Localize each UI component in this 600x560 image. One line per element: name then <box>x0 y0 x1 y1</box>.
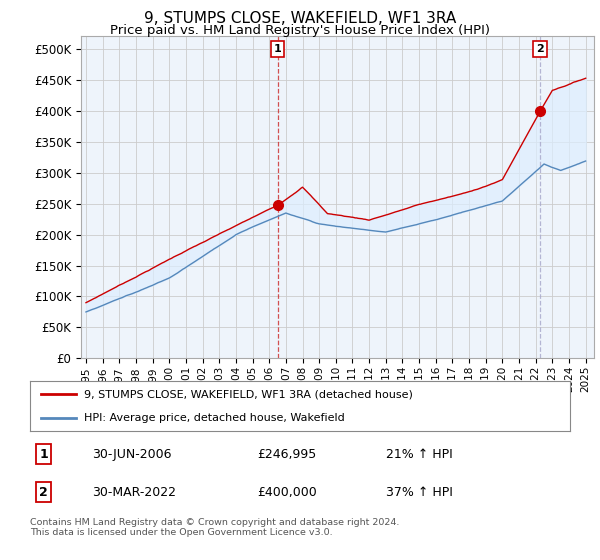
Text: 21% ↑ HPI: 21% ↑ HPI <box>386 447 453 461</box>
Text: HPI: Average price, detached house, Wakefield: HPI: Average price, detached house, Wake… <box>84 413 345 423</box>
Text: 30-MAR-2022: 30-MAR-2022 <box>92 486 176 499</box>
Text: 1: 1 <box>39 447 48 461</box>
Text: £246,995: £246,995 <box>257 447 316 461</box>
Text: Price paid vs. HM Land Registry's House Price Index (HPI): Price paid vs. HM Land Registry's House … <box>110 24 490 37</box>
Text: 9, STUMPS CLOSE, WAKEFIELD, WF1 3RA (detached house): 9, STUMPS CLOSE, WAKEFIELD, WF1 3RA (det… <box>84 389 413 399</box>
Text: £400,000: £400,000 <box>257 486 317 499</box>
Text: 37% ↑ HPI: 37% ↑ HPI <box>386 486 453 499</box>
Text: 2: 2 <box>536 44 544 54</box>
Text: 2: 2 <box>39 486 48 499</box>
Text: 1: 1 <box>274 44 281 54</box>
Text: 9, STUMPS CLOSE, WAKEFIELD, WF1 3RA: 9, STUMPS CLOSE, WAKEFIELD, WF1 3RA <box>144 11 456 26</box>
Text: Contains HM Land Registry data © Crown copyright and database right 2024.
This d: Contains HM Land Registry data © Crown c… <box>30 518 400 538</box>
Text: 30-JUN-2006: 30-JUN-2006 <box>92 447 172 461</box>
